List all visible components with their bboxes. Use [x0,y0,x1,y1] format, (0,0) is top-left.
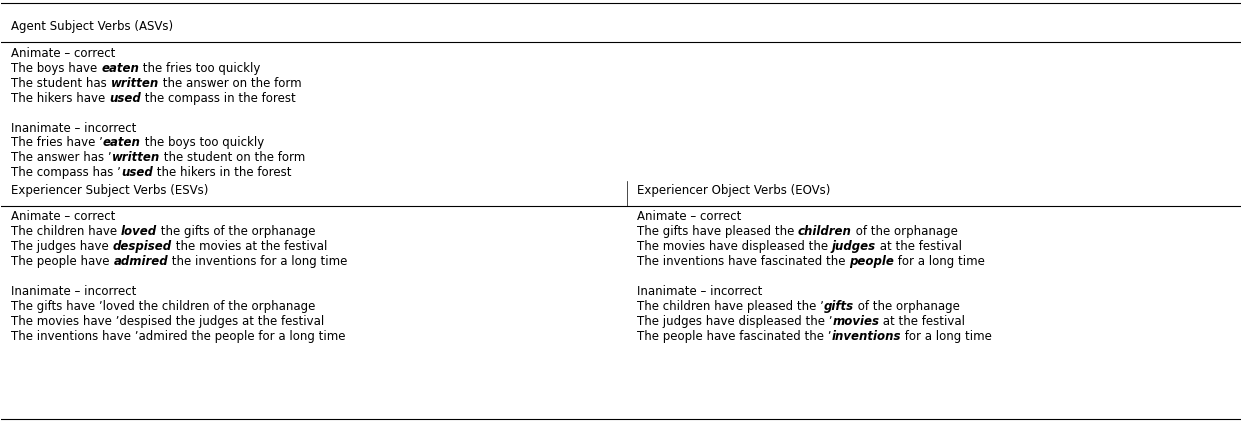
Text: The inventions have fascinated the: The inventions have fascinated the [637,255,850,268]
Text: used: used [120,167,153,179]
Text: The fries have ʼ: The fries have ʼ [11,136,103,150]
Text: The movies have displeased the: The movies have displeased the [637,240,832,253]
Text: written: written [112,151,160,164]
Text: The movies have ʼdespised the judges at the festival: The movies have ʼdespised the judges at … [11,314,324,328]
Text: the answer on the form: the answer on the form [159,76,302,90]
Text: at the festival: at the festival [879,314,965,328]
Text: The gifts have ʼloved the children of the orphanage: The gifts have ʼloved the children of th… [11,300,315,313]
Text: the fries too quickly: the fries too quickly [139,62,261,74]
Text: people: people [848,255,894,268]
Text: The judges have: The judges have [11,240,113,253]
Text: inventions: inventions [831,330,900,343]
Text: Experiencer Object Verbs (EOVs): Experiencer Object Verbs (EOVs) [637,184,831,197]
Text: The gifts have pleased the: The gifts have pleased the [637,225,799,238]
Text: the boys too quickly: the boys too quickly [140,136,265,150]
Text: eaten: eaten [101,62,139,74]
Text: The children have pleased the ʼ: The children have pleased the ʼ [637,300,823,313]
Text: for a long time: for a long time [900,330,991,343]
Text: eaten: eaten [103,136,140,150]
Text: children: children [797,225,852,238]
Text: the movies at the festival: the movies at the festival [171,240,327,253]
Text: the compass in the forest: the compass in the forest [140,91,296,105]
Text: Experiencer Subject Verbs (ESVs): Experiencer Subject Verbs (ESVs) [11,184,209,197]
Text: written: written [111,76,159,90]
Text: gifts: gifts [823,300,853,313]
Text: admired: admired [113,255,168,268]
Text: The boys have: The boys have [11,62,102,74]
Text: the student on the form: the student on the form [160,151,306,164]
Text: The answer has ʼ: The answer has ʼ [11,151,112,164]
Text: Inanimate – incorrect: Inanimate – incorrect [637,285,763,297]
Text: the inventions for a long time: the inventions for a long time [168,255,348,268]
Text: The hikers have: The hikers have [11,91,109,105]
Text: movies: movies [832,314,879,328]
Text: The inventions have ʼadmired the people for a long time: The inventions have ʼadmired the people … [11,330,345,343]
Text: Inanimate – incorrect: Inanimate – incorrect [11,285,137,297]
Text: the gifts of the orphanage: the gifts of the orphanage [156,225,315,238]
Text: for a long time: for a long time [894,255,985,268]
Text: Inanimate – incorrect: Inanimate – incorrect [11,122,137,134]
Text: of the orphanage: of the orphanage [852,225,958,238]
Text: loved: loved [120,225,156,238]
Text: The student has: The student has [11,76,111,90]
Text: the hikers in the forest: the hikers in the forest [153,167,291,179]
Text: Agent Subject Verbs (ASVs): Agent Subject Verbs (ASVs) [11,20,174,34]
Text: used: used [109,91,140,105]
Text: The people have fascinated the ʼ: The people have fascinated the ʼ [637,330,832,343]
Text: of the orphanage: of the orphanage [853,300,960,313]
Text: The people have: The people have [11,255,113,268]
Text: Animate – correct: Animate – correct [11,47,116,60]
Text: Animate – correct: Animate – correct [637,210,741,223]
Text: The children have: The children have [11,225,122,238]
Text: judges: judges [832,240,876,253]
Text: at the festival: at the festival [876,240,961,253]
Text: despised: despised [113,240,171,253]
Text: The compass has ʼ: The compass has ʼ [11,167,122,179]
Text: Animate – correct: Animate – correct [11,210,116,223]
Text: The judges have displeased the ʼ: The judges have displeased the ʼ [637,314,832,328]
